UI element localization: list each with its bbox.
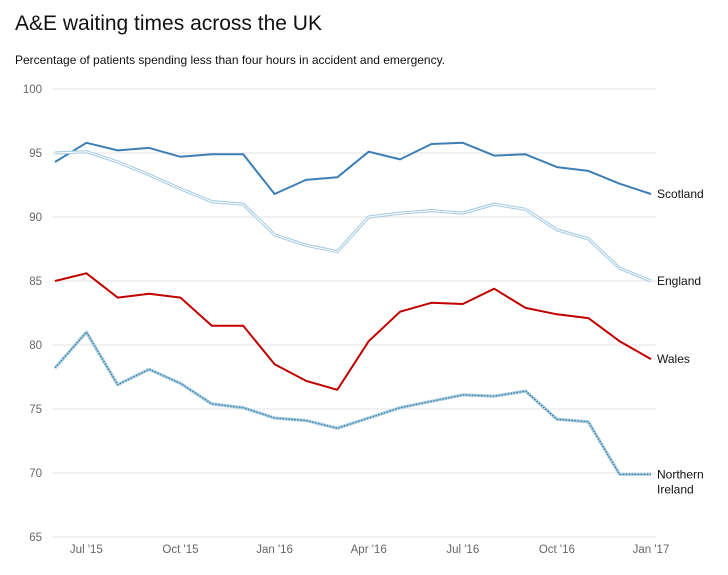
series-line-wales — [54, 272, 652, 391]
y-tick-label: 95 — [29, 148, 42, 160]
y-tick-label: 70 — [29, 468, 42, 480]
series-scotland — [54, 141, 652, 195]
series-line-scotland — [54, 141, 652, 195]
x-tick-label: Jan '17 — [633, 544, 670, 556]
series-england — [54, 150, 652, 283]
y-tick-label: 85 — [29, 276, 42, 288]
x-axis: Jul '15 Oct '15 Jan '16 Apr '16 Jul '16 Oct '… — [70, 544, 669, 556]
series-label-wales: Wales — [657, 352, 690, 366]
series-label-scotland: Scotland — [657, 187, 704, 201]
gridlines — [52, 88, 656, 538]
series-line-dots-northern-ireland — [54, 331, 651, 475]
x-tick-label: Apr '16 — [351, 544, 387, 556]
chart-title: A&E waiting times across the UK — [15, 12, 322, 35]
series-label-england: England — [657, 274, 701, 288]
y-tick-label: 100 — [23, 84, 42, 96]
series-lines — [53, 141, 652, 476]
y-axis: 65 70 75 80 85 90 95 100 — [23, 84, 42, 544]
y-tick-label: 65 — [29, 532, 42, 544]
chart-subtitle: Percentage of patients spending less tha… — [15, 53, 446, 67]
x-tick-label: Jan '16 — [256, 544, 293, 556]
y-tick-label: 75 — [29, 404, 42, 416]
series-label-northern-ireland: Ireland — [657, 482, 694, 496]
x-tick-label: Oct '16 — [539, 544, 575, 556]
y-tick-label: 80 — [29, 340, 42, 352]
y-tick-label: 90 — [29, 212, 42, 224]
series-line-northern-ireland — [53, 330, 651, 476]
series-northern-ireland — [53, 330, 651, 476]
series-line-inner-england — [54, 151, 652, 282]
x-tick-label: Jul '15 — [70, 544, 103, 556]
series-line-england — [54, 150, 652, 283]
x-tick-label: Oct '15 — [162, 544, 198, 556]
series-wales — [54, 272, 652, 391]
series-label-northern-ireland: Northern — [657, 467, 704, 481]
x-tick-label: Jul '16 — [446, 544, 479, 556]
